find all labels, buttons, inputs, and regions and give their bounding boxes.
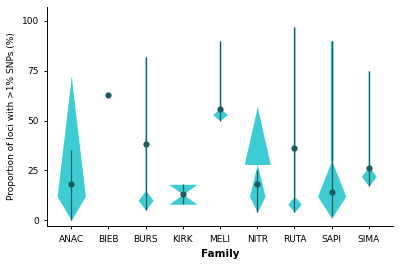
Y-axis label: Proportion of loci with >1% SNPs (%): Proportion of loci with >1% SNPs (%) (7, 33, 16, 201)
X-axis label: Family: Family (201, 249, 239, 259)
